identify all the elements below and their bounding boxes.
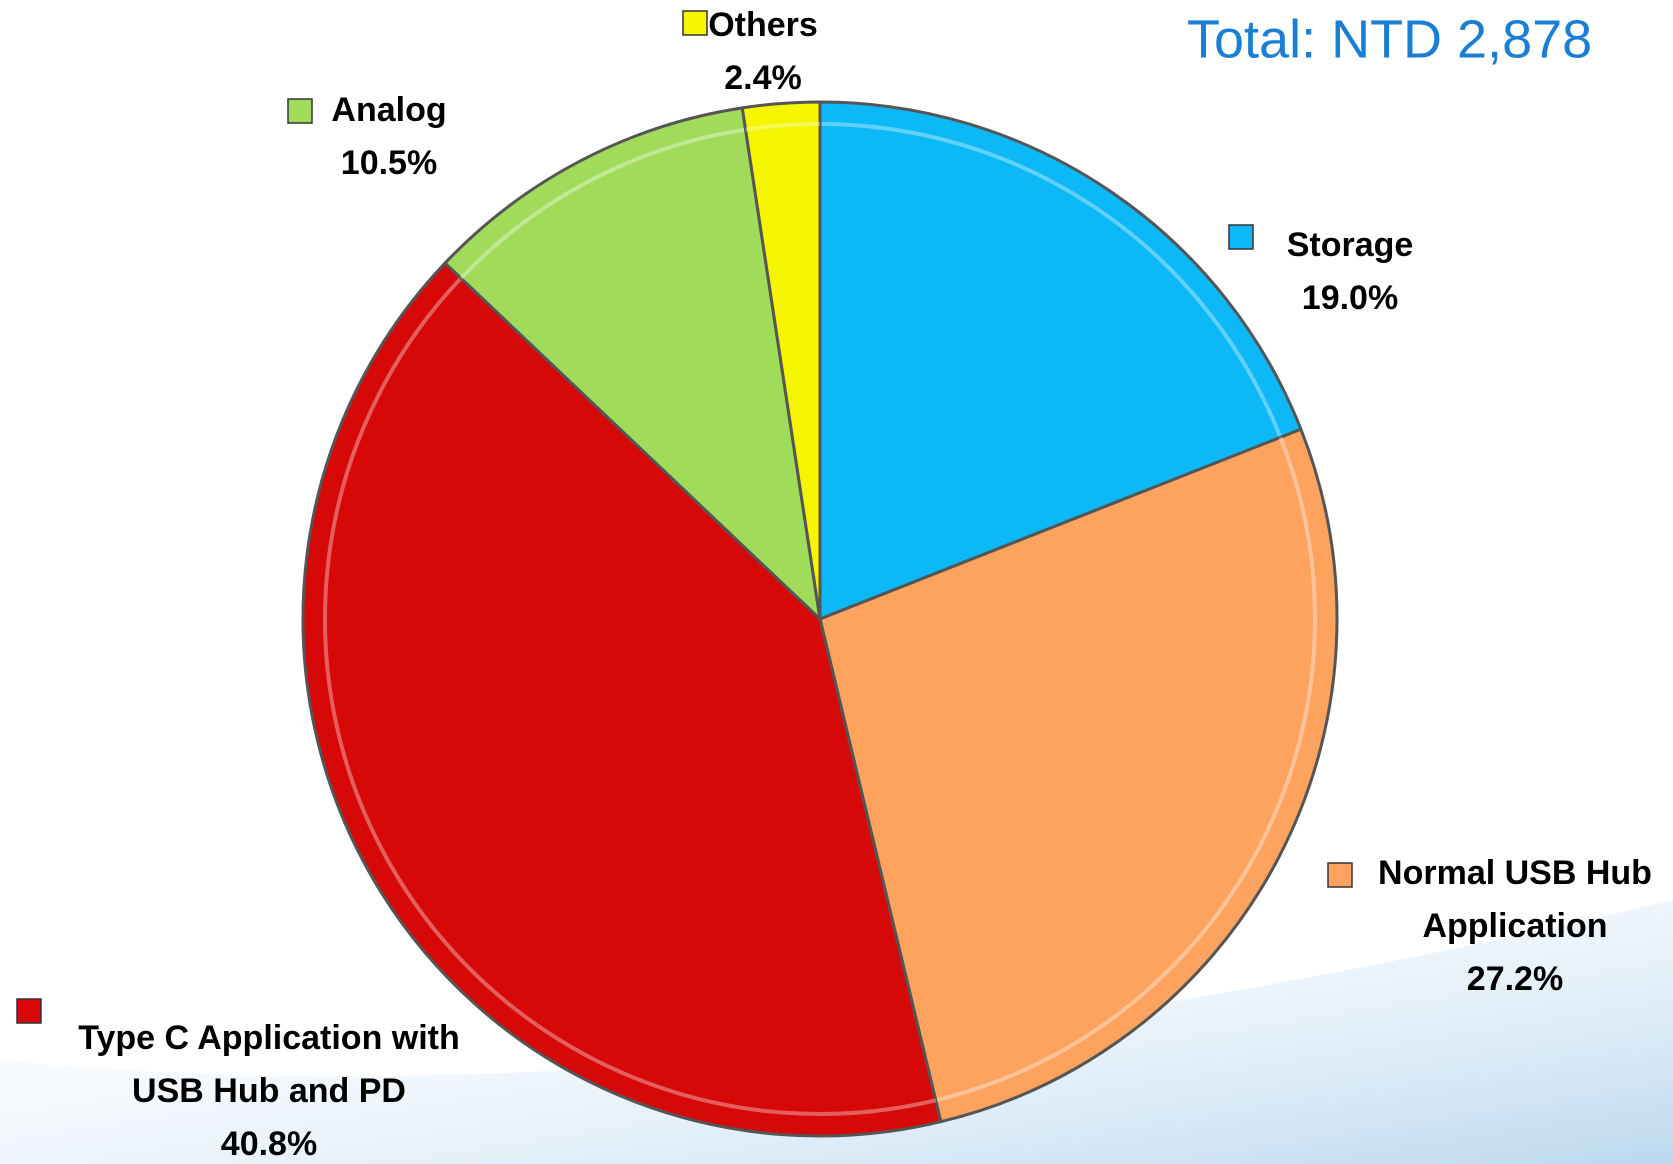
value-label: 19.0% [1302,279,1398,317]
slice-label: Analog [331,91,446,129]
value-label: 10.5% [341,144,437,182]
pie-slice [818,427,1339,1124]
value-label: 2.4% [724,59,802,97]
slice-label: Storage [1287,226,1414,264]
slice-bevel [745,122,821,132]
pie-slice [818,100,1303,621]
slice-label: Type C Application with [78,1019,460,1057]
slice-bevel [459,127,746,280]
slice-bevel [935,436,1318,1103]
slice-bevel [819,122,1283,439]
background-swoosh [0,900,1673,1164]
value-label: 40.8% [221,1125,317,1163]
chart-title: Total: NTD 2,878 [1187,9,1592,69]
pie [301,100,1339,1138]
legend-swatch [16,998,42,1024]
slice-label: Application [1422,907,1607,945]
labels: Storage 19.0% Normal USB Hub Application 27.… [16,6,1652,1163]
slice-label: USB Hub and PD [132,1072,406,1110]
slice-bevel [323,276,937,1116]
pie-slice [301,261,943,1138]
pie-slice [443,106,822,621]
legend-swatch [287,98,313,124]
legend-swatch [682,10,708,36]
slice-label: Others [708,6,818,44]
value-label: 27.2% [1467,960,1563,998]
pie-slice [740,100,822,621]
legend-swatch [1228,224,1254,250]
legend-swatch [1327,862,1353,888]
slice-label: Normal USB Hub [1378,854,1652,892]
